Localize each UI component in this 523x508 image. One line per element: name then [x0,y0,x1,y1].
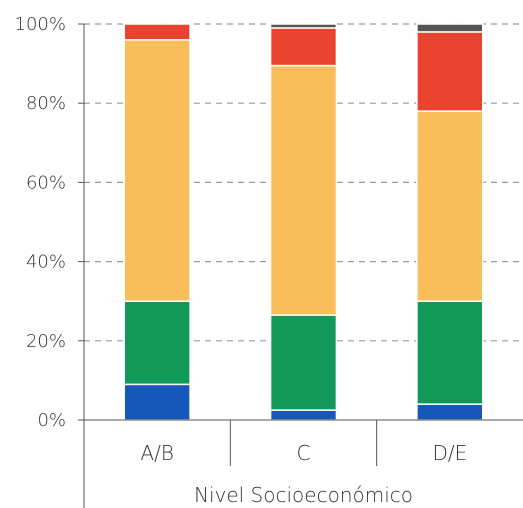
bars [123,23,484,421]
x-category-label: D/E [432,441,467,465]
bar-segment [416,300,484,405]
x-category-label: A/B [140,441,174,465]
bar-segment [269,64,338,316]
bar-segment [416,403,484,421]
x-category-label: C [297,441,311,465]
y-tick-label: 100% [15,14,66,35]
bar-segment [416,110,484,302]
y-tick-labels: 0% 20% 40% 60% 80% 100% [15,14,66,431]
axes [78,23,523,508]
bar-segment [416,23,484,33]
x-axis-title: Nivel Socioeconómico [194,483,413,507]
y-tick-label: 60% [26,172,66,193]
bar-segment [123,300,191,386]
x-category-labels: A/B C D/E [140,441,467,465]
bar-segment [123,383,191,421]
y-tick-label: 0% [37,410,66,431]
bar-segment [123,39,191,302]
bar-segment [269,409,338,421]
bar-segment [269,23,338,29]
bar-segment [269,314,338,411]
y-tick-label: 20% [26,331,66,352]
bar-segment [416,31,484,112]
y-tick-label: 80% [26,93,66,114]
bar-segment [269,27,338,67]
y-tick-label: 40% [26,252,66,273]
bar-segment [123,23,191,41]
